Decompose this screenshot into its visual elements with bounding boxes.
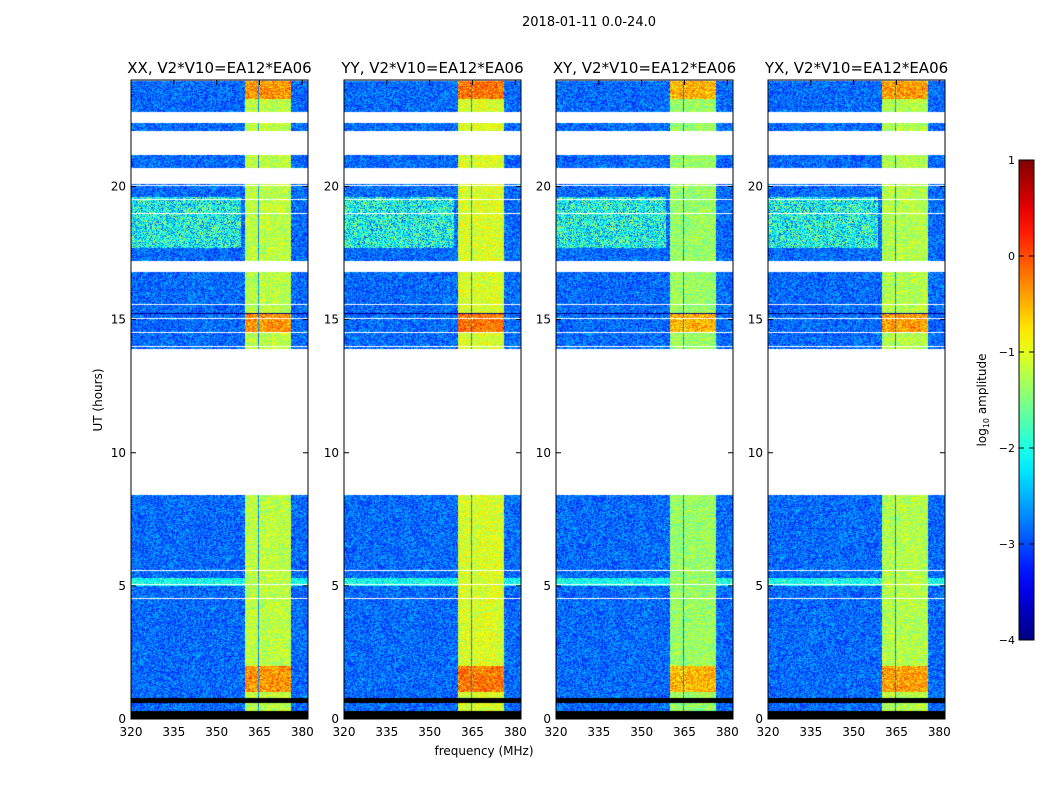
x-tick-label: 365 xyxy=(885,725,908,739)
colorbar-label: log10 amplitude xyxy=(975,354,991,447)
colorbar: 1 0 −1 −2 −3 −4 xyxy=(999,154,1035,647)
heatmap-0 xyxy=(131,80,308,719)
y-tick-label: 0 xyxy=(331,712,339,726)
panel-0: XX, V2*V10=EA12*EA06 320 335 350 365 380 0 5 10 1… xyxy=(111,59,314,739)
x-tick-label: 320 xyxy=(120,725,143,739)
colorbar-tick-label: −4 xyxy=(999,634,1015,647)
panel-title: XX, V2*V10=EA12*EA06 xyxy=(127,59,311,77)
y-tick-label: 5 xyxy=(755,579,763,593)
colorbar-tick-label: 1 xyxy=(1008,154,1015,167)
y-tick-label: 20 xyxy=(536,180,551,194)
x-tick-label: 335 xyxy=(375,725,398,739)
y-tick-label: 10 xyxy=(324,446,339,460)
x-tick-label: 365 xyxy=(461,725,484,739)
y-tick-label: 15 xyxy=(324,313,339,327)
panel-frame xyxy=(130,79,309,720)
y-tick-label: 15 xyxy=(748,313,763,327)
x-tick-label: 320 xyxy=(545,725,568,739)
y-tick-label: 5 xyxy=(543,579,551,593)
panel-2: XY, V2*V10=EA12*EA06 320 335 350 365 380 0 5 10 1… xyxy=(536,59,739,739)
x-tick-label: 320 xyxy=(333,725,356,739)
colorbar-label-sub: 10 xyxy=(982,418,991,428)
y-axis-label: UT (hours) xyxy=(91,368,105,431)
y-tick-label: 20 xyxy=(111,180,126,194)
panel-title: YY, V2*V10=EA12*EA06 xyxy=(340,59,523,77)
colorbar-tick-label: 0 xyxy=(1008,250,1015,263)
colorbar-gradient xyxy=(1018,159,1035,641)
y-tick-label: 5 xyxy=(331,579,339,593)
y-tick-label: 15 xyxy=(111,313,126,327)
x-tick-label: 350 xyxy=(842,725,865,739)
x-tick-label: 380 xyxy=(291,725,314,739)
y-tick-label: 15 xyxy=(536,313,551,327)
x-tick-label: 365 xyxy=(248,725,271,739)
y-tick-label: 20 xyxy=(748,180,763,194)
x-tick-label: 380 xyxy=(504,725,527,739)
colorbar-tick-label: −1 xyxy=(999,346,1015,359)
y-tick-label: 10 xyxy=(748,446,763,460)
x-tick-label: 350 xyxy=(205,725,228,739)
panel-frame xyxy=(767,79,946,720)
heatmap-2 xyxy=(556,80,733,719)
panel-1: YY, V2*V10=EA12*EA06 320 335 350 365 380 0 5 10 1… xyxy=(324,59,527,739)
colorbar-tick-label: −3 xyxy=(999,538,1015,551)
panel-title: YX, V2*V10=EA12*EA06 xyxy=(764,59,948,77)
panels: XX, V2*V10=EA12*EA06 320 335 350 365 380 0 5 10 1… xyxy=(111,59,951,739)
y-tick-label: 10 xyxy=(111,446,126,460)
panel-3: YX, V2*V10=EA12*EA06 320 335 350 365 380 0 5 10 1… xyxy=(748,59,951,739)
x-tick-label: 350 xyxy=(418,725,441,739)
x-tick-label: 335 xyxy=(162,725,185,739)
y-tick-label: 0 xyxy=(543,712,551,726)
y-tick-label: 0 xyxy=(118,712,126,726)
colorbar-tick-label: −2 xyxy=(999,442,1015,455)
y-tick-label: 20 xyxy=(324,180,339,194)
y-tick-label: 5 xyxy=(118,579,126,593)
y-tick-label: 0 xyxy=(755,712,763,726)
x-tick-label: 335 xyxy=(587,725,610,739)
x-tick-label: 380 xyxy=(716,725,739,739)
x-axis-label: frequency (MHz) xyxy=(434,744,533,758)
y-tick-label: 10 xyxy=(536,446,551,460)
heatmap-1 xyxy=(344,80,521,719)
colorbar-label-main: log xyxy=(975,428,989,446)
x-tick-label: 335 xyxy=(799,725,822,739)
panel-frame xyxy=(555,79,734,720)
colorbar-label-rest: amplitude xyxy=(975,354,989,418)
figure-suptitle: 2018-01-11 0.0-24.0 xyxy=(522,15,656,30)
panel-frame xyxy=(343,79,522,720)
x-tick-label: 350 xyxy=(630,725,653,739)
x-tick-label: 320 xyxy=(757,725,780,739)
heatmap-3 xyxy=(768,80,945,719)
x-tick-label: 380 xyxy=(928,725,951,739)
panel-title: XY, V2*V10=EA12*EA06 xyxy=(553,59,736,77)
x-tick-label: 365 xyxy=(673,725,696,739)
